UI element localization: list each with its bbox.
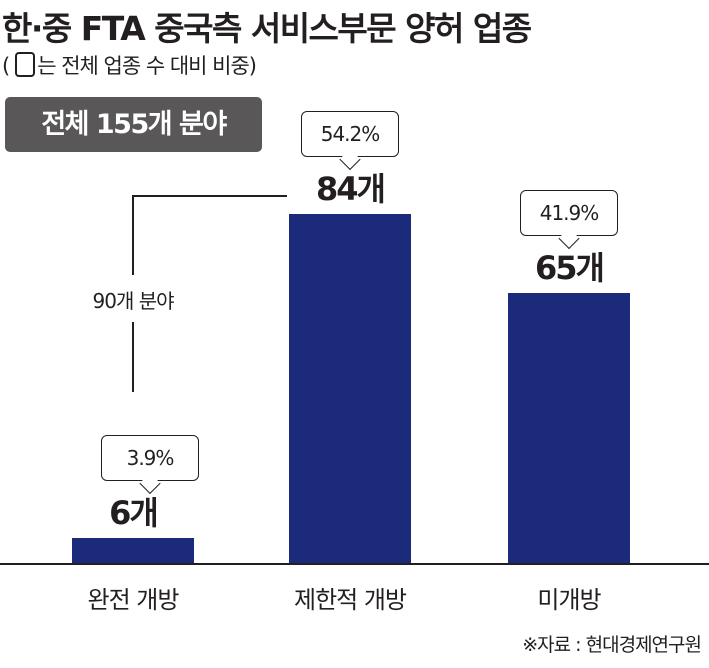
category-label: 완전 개방 bbox=[87, 586, 180, 614]
chart-title: 한·중 FTA 중국측 서비스부문 양허 업종 bbox=[2, 9, 532, 48]
callout-box-icon bbox=[15, 52, 36, 77]
bracket-label: 90개 분야 bbox=[92, 289, 174, 313]
source: ※자료 : 현대경제연구원 bbox=[522, 634, 702, 656]
subtitle-text: 는 전체 업종 수 대비 비중) bbox=[37, 54, 257, 78]
percent-callout: 54.2% bbox=[301, 111, 399, 158]
baseline bbox=[0, 563, 709, 565]
bracket-top bbox=[132, 195, 287, 197]
subtitle-paren: ( bbox=[2, 54, 10, 78]
bar-1 bbox=[289, 214, 411, 563]
bar-0 bbox=[72, 538, 194, 563]
bar-2 bbox=[508, 293, 630, 563]
category-label: 제한적 개방 bbox=[293, 586, 407, 614]
bracket-lower bbox=[132, 322, 134, 392]
percent-callout: 3.9% bbox=[101, 435, 199, 482]
value-label: 65개 bbox=[535, 249, 605, 288]
value-label: 6개 bbox=[109, 494, 159, 533]
percent-callout: 41.9% bbox=[520, 190, 618, 237]
bracket-upper bbox=[132, 195, 134, 275]
category-label: 미개방 bbox=[537, 586, 601, 614]
chart-subtitle: ( 는 전체 업종 수 대비 비중) bbox=[2, 50, 257, 80]
total-badge: 전체 155개 분야 bbox=[5, 97, 262, 152]
value-label: 84개 bbox=[316, 170, 386, 209]
